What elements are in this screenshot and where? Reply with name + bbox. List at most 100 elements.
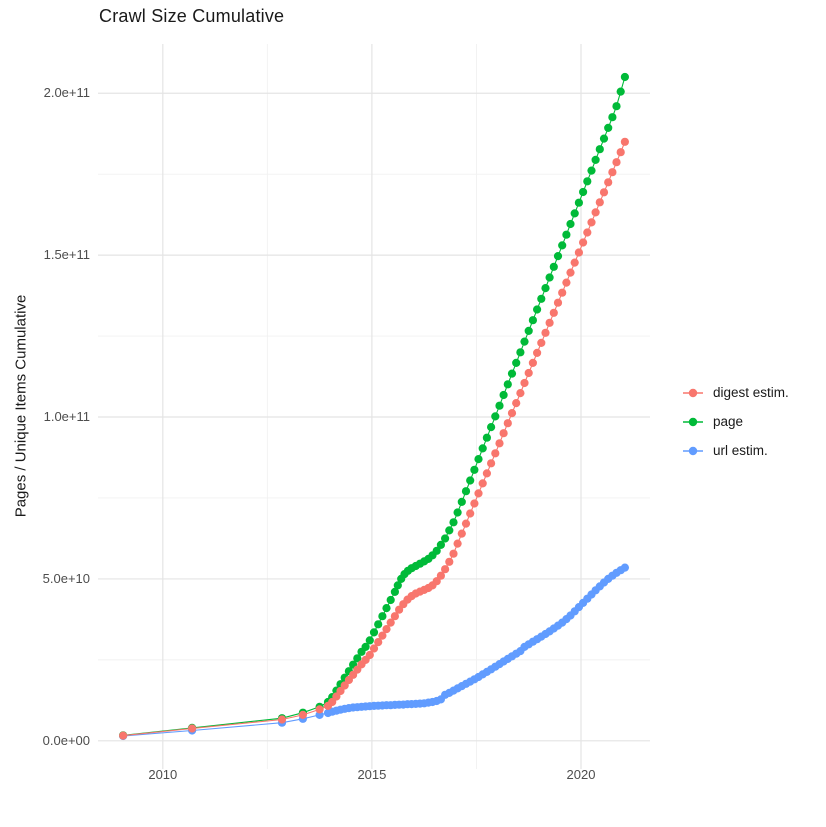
data-point-digest xyxy=(499,429,508,438)
legend-label-url: url estim. xyxy=(713,443,768,458)
data-point-page xyxy=(369,628,379,637)
data-point-page xyxy=(620,72,630,82)
data-point-digest xyxy=(583,228,592,237)
data-point-page xyxy=(353,654,362,663)
data-point-page xyxy=(574,198,584,207)
data-point-page xyxy=(470,465,479,474)
data-point-page xyxy=(604,123,613,132)
data-point-digest xyxy=(574,248,584,257)
data-point-page xyxy=(583,177,592,186)
data-point-digest xyxy=(315,705,324,714)
data-point-page xyxy=(449,518,458,527)
data-point-digest xyxy=(378,631,387,640)
legend-item-url: url estim. xyxy=(682,436,789,465)
data-point-page xyxy=(533,305,542,314)
data-point-digest xyxy=(608,168,617,177)
data-point-digest xyxy=(604,178,613,187)
data-point-digest xyxy=(445,557,454,566)
data-point-page xyxy=(516,348,525,357)
data-point-digest xyxy=(470,499,479,508)
data-point-digest xyxy=(382,625,391,634)
data-point-digest xyxy=(386,618,395,627)
data-point-page xyxy=(436,540,445,550)
legend-item-digest: digest estim. xyxy=(682,378,789,407)
data-point-page xyxy=(453,508,462,517)
data-point-page xyxy=(482,433,491,442)
y-axis-title: Pages / Unique Items Cumulative xyxy=(12,294,30,518)
data-point-digest xyxy=(365,650,374,660)
legend-key-url-icon xyxy=(683,446,703,455)
data-point-page xyxy=(599,134,609,143)
data-point-digest xyxy=(119,731,128,740)
data-point-digest xyxy=(533,348,542,357)
data-point-digest xyxy=(549,308,558,317)
data-point-page xyxy=(378,612,387,621)
y-tick-label: 0.0e+00 xyxy=(42,732,90,748)
data-point-page xyxy=(503,380,512,389)
data-point-page xyxy=(374,620,383,629)
y-tick-label: 2.0e+11 xyxy=(43,85,90,101)
data-point-url xyxy=(620,563,630,572)
y-tick-label: 5.0e+10 xyxy=(42,570,90,586)
data-point-page xyxy=(562,230,571,239)
data-point-digest xyxy=(474,489,483,498)
data-point-page xyxy=(558,241,567,250)
data-point-digest xyxy=(562,278,571,287)
data-point-digest xyxy=(524,368,533,378)
data-point-page xyxy=(545,273,554,282)
data-point-page xyxy=(382,604,391,613)
y-tick-label: 1.0e+11 xyxy=(43,409,90,425)
data-point-page xyxy=(524,326,533,335)
data-point-page xyxy=(441,534,450,543)
data-point-page xyxy=(445,526,454,535)
data-point-digest xyxy=(374,638,383,647)
data-point-digest xyxy=(620,137,630,146)
data-point-page xyxy=(541,284,550,293)
data-point-page xyxy=(390,587,399,597)
data-point-digest xyxy=(512,399,521,408)
data-point-digest xyxy=(520,378,529,388)
data-point-digest xyxy=(495,439,504,448)
data-point-digest xyxy=(558,288,567,297)
data-point-digest xyxy=(587,218,596,227)
series-url xyxy=(119,563,630,741)
data-point-digest xyxy=(579,238,588,247)
data-point-digest xyxy=(436,571,445,580)
data-point-digest xyxy=(541,328,550,337)
data-point-digest xyxy=(482,469,491,478)
data-point-digest xyxy=(507,409,517,418)
data-point-page xyxy=(566,219,575,229)
data-point-page xyxy=(612,102,621,111)
data-point-page xyxy=(595,145,604,154)
data-point-digest xyxy=(516,389,525,398)
data-point-page xyxy=(537,294,546,303)
data-point-page xyxy=(457,497,466,506)
chart-title: Crawl Size Cumulative xyxy=(99,6,285,26)
data-point-digest xyxy=(553,298,563,307)
x-tick-label: 2020 xyxy=(566,767,596,782)
data-point-digest xyxy=(188,724,197,733)
x-tick-label: 2010 xyxy=(148,767,178,782)
y-tick-label: 1.5e+11 xyxy=(43,247,90,263)
data-point-digest xyxy=(453,539,462,548)
data-point-page xyxy=(587,166,596,175)
data-point-digest xyxy=(487,459,496,468)
data-point-page xyxy=(549,262,558,271)
data-point-page xyxy=(579,187,588,197)
data-point-digest xyxy=(591,208,600,217)
data-point-page xyxy=(365,636,374,645)
data-point-digest xyxy=(503,419,512,428)
data-point-page xyxy=(570,209,579,218)
data-point-digest xyxy=(390,612,399,621)
data-point-page xyxy=(553,252,563,261)
data-point-digest xyxy=(616,148,625,157)
data-point-digest xyxy=(612,158,621,167)
data-point-digest xyxy=(478,479,487,488)
data-point-page xyxy=(512,358,521,367)
data-point-page xyxy=(461,487,471,496)
x-tick-label: 2015 xyxy=(357,767,387,782)
data-point-page xyxy=(528,316,538,325)
data-point-page xyxy=(608,113,617,122)
legend: digest estim. page url estim. xyxy=(682,378,789,465)
